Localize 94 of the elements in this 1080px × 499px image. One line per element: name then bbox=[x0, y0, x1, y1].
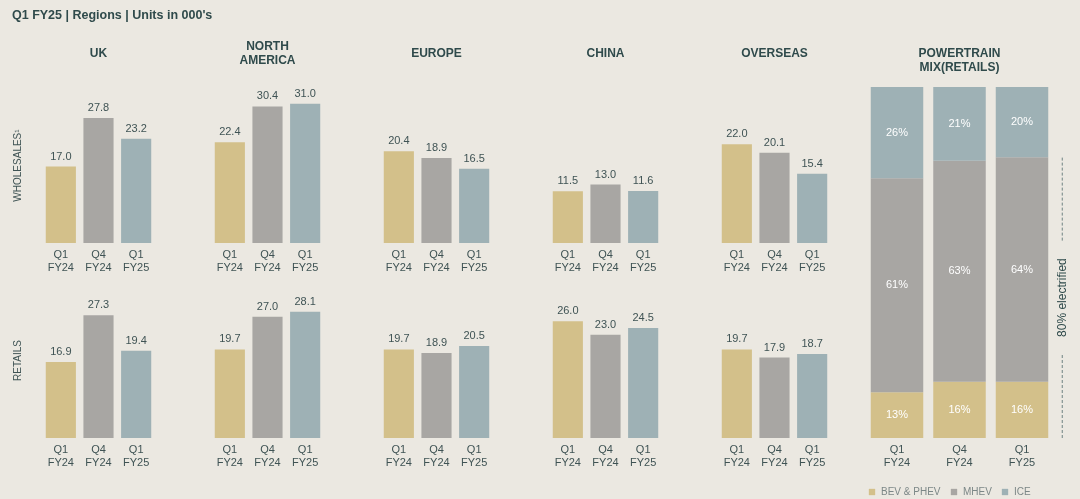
data-label: 16% bbox=[948, 402, 971, 415]
y-axis-title: RETAILS bbox=[11, 339, 23, 381]
data-label: 26.0 bbox=[557, 304, 579, 317]
x-tick-label: Q1 FY24 bbox=[723, 247, 750, 273]
x-tick-label: Q1 FY24 bbox=[385, 442, 412, 468]
chart-title: CHINA bbox=[586, 46, 625, 60]
x-tick-label: Q1 FY25 bbox=[292, 247, 319, 273]
data-label: 23.0 bbox=[594, 317, 617, 330]
x-tick-label: Q4 FY24 bbox=[946, 442, 973, 468]
x-tick-label: Q1 FY25 bbox=[292, 442, 319, 468]
data-label: 16% bbox=[1010, 402, 1034, 415]
data-label: 18.7 bbox=[801, 336, 823, 349]
x-tick-label: Q1 FY24 bbox=[554, 247, 581, 273]
x-tick-label: Q4 FY24 bbox=[592, 442, 619, 468]
data-label: 28.1 bbox=[294, 294, 316, 307]
x-tick-label: Q1 FY24 bbox=[216, 247, 243, 273]
data-label: 22.0 bbox=[726, 127, 748, 140]
bar bbox=[933, 160, 986, 382]
legend-label: ICE bbox=[1014, 486, 1031, 497]
data-label: 18.9 bbox=[425, 336, 448, 349]
data-label: 21% bbox=[948, 116, 971, 129]
x-tick-label: Q4 FY24 bbox=[85, 247, 112, 273]
x-tick-label: Q4 FY24 bbox=[592, 247, 619, 273]
x-tick-label: Q1 FY24 bbox=[883, 442, 911, 468]
data-label: 19.4 bbox=[125, 333, 147, 346]
bar bbox=[870, 178, 924, 393]
data-label: 63% bbox=[948, 264, 971, 277]
data-label: 15.4 bbox=[801, 156, 823, 169]
data-label: 20.4 bbox=[388, 134, 410, 147]
x-tick-label: Q1 FY24 bbox=[723, 442, 750, 468]
data-label: 27.8 bbox=[87, 101, 110, 114]
x-tick-label: Q1 FY24 bbox=[385, 247, 412, 273]
data-label: 20.1 bbox=[763, 135, 786, 148]
data-label: 17.0 bbox=[50, 149, 72, 162]
x-tick-label: Q1 FY25 bbox=[461, 247, 488, 273]
data-label: 13.0 bbox=[594, 167, 617, 180]
bar bbox=[870, 87, 924, 179]
text: Q1 FY25 | Regions | Units in 000's bbox=[12, 7, 213, 22]
bar bbox=[870, 392, 924, 438]
x-tick-label: Q1 FY25 bbox=[1008, 442, 1036, 468]
x-tick-label: Q4 FY24 bbox=[423, 442, 450, 468]
chart-title: POWERTRAIN MIX(RETAILS) bbox=[918, 46, 1001, 74]
y-axis-title: WHOLESALES¹ bbox=[11, 128, 23, 202]
x-tick-label: Q4 FY24 bbox=[85, 442, 112, 468]
x-tick-label: Q1 FY25 bbox=[630, 247, 657, 273]
x-tick-label: Q1 FY24 bbox=[216, 442, 243, 468]
x-tick-label: Q1 FY25 bbox=[123, 442, 150, 468]
legend-label: MHEV bbox=[963, 486, 993, 497]
data-label: 16.9 bbox=[50, 345, 72, 358]
bar bbox=[995, 157, 1049, 382]
data-label: 19.7 bbox=[219, 332, 241, 345]
data-label: 31.0 bbox=[294, 86, 316, 99]
text: 80% electrified bbox=[1055, 258, 1070, 337]
x-tick-label: Q1 FY25 bbox=[123, 247, 150, 273]
data-label: 24.5 bbox=[632, 310, 654, 323]
x-tick-label: Q1 FY25 bbox=[799, 442, 826, 468]
chart-title: UK bbox=[89, 46, 108, 60]
data-label: 16.5 bbox=[463, 151, 485, 164]
data-label: 19.7 bbox=[726, 332, 748, 345]
chart-title: NORTH AMERICA bbox=[239, 39, 296, 67]
data-label: 13% bbox=[885, 408, 909, 421]
data-label: 27.0 bbox=[256, 299, 279, 312]
x-tick-label: Q1 FY24 bbox=[47, 442, 74, 468]
bar bbox=[995, 87, 1049, 158]
data-label: 23.2 bbox=[125, 121, 147, 134]
chart-title: OVERSEAS bbox=[741, 46, 808, 60]
data-label: 17.9 bbox=[763, 340, 786, 353]
bar bbox=[933, 87, 986, 161]
x-tick-label: Q1 FY24 bbox=[554, 442, 581, 468]
data-label: 11.6 bbox=[632, 173, 654, 186]
legend-label: BEV & PHEV bbox=[881, 486, 941, 497]
data-label: 20.5 bbox=[463, 328, 485, 341]
data-label: 11.5 bbox=[557, 174, 579, 187]
data-label: 64% bbox=[1010, 262, 1034, 275]
data-label: 30.4 bbox=[256, 89, 279, 102]
data-label: 20% bbox=[1010, 115, 1034, 128]
x-tick-label: Q1 FY24 bbox=[47, 247, 74, 273]
x-tick-label: Q4 FY24 bbox=[761, 442, 788, 468]
bar bbox=[933, 381, 986, 438]
bar bbox=[995, 381, 1049, 438]
data-label: 19.7 bbox=[388, 332, 410, 345]
data-label: 26% bbox=[885, 125, 909, 138]
x-tick-label: Q4 FY24 bbox=[254, 247, 281, 273]
x-tick-label: Q1 FY25 bbox=[461, 442, 488, 468]
data-label: 61% bbox=[885, 278, 909, 291]
x-tick-label: Q4 FY24 bbox=[254, 442, 281, 468]
chart-title: EUROPE bbox=[411, 46, 462, 60]
x-tick-label: Q4 FY24 bbox=[423, 247, 450, 273]
data-label: 27.3 bbox=[87, 298, 110, 311]
x-tick-label: Q4 FY24 bbox=[761, 247, 788, 273]
data-label: 18.9 bbox=[425, 141, 448, 154]
x-tick-label: Q1 FY25 bbox=[799, 247, 826, 273]
x-tick-label: Q1 FY25 bbox=[630, 442, 657, 468]
data-label: 22.4 bbox=[219, 125, 241, 138]
